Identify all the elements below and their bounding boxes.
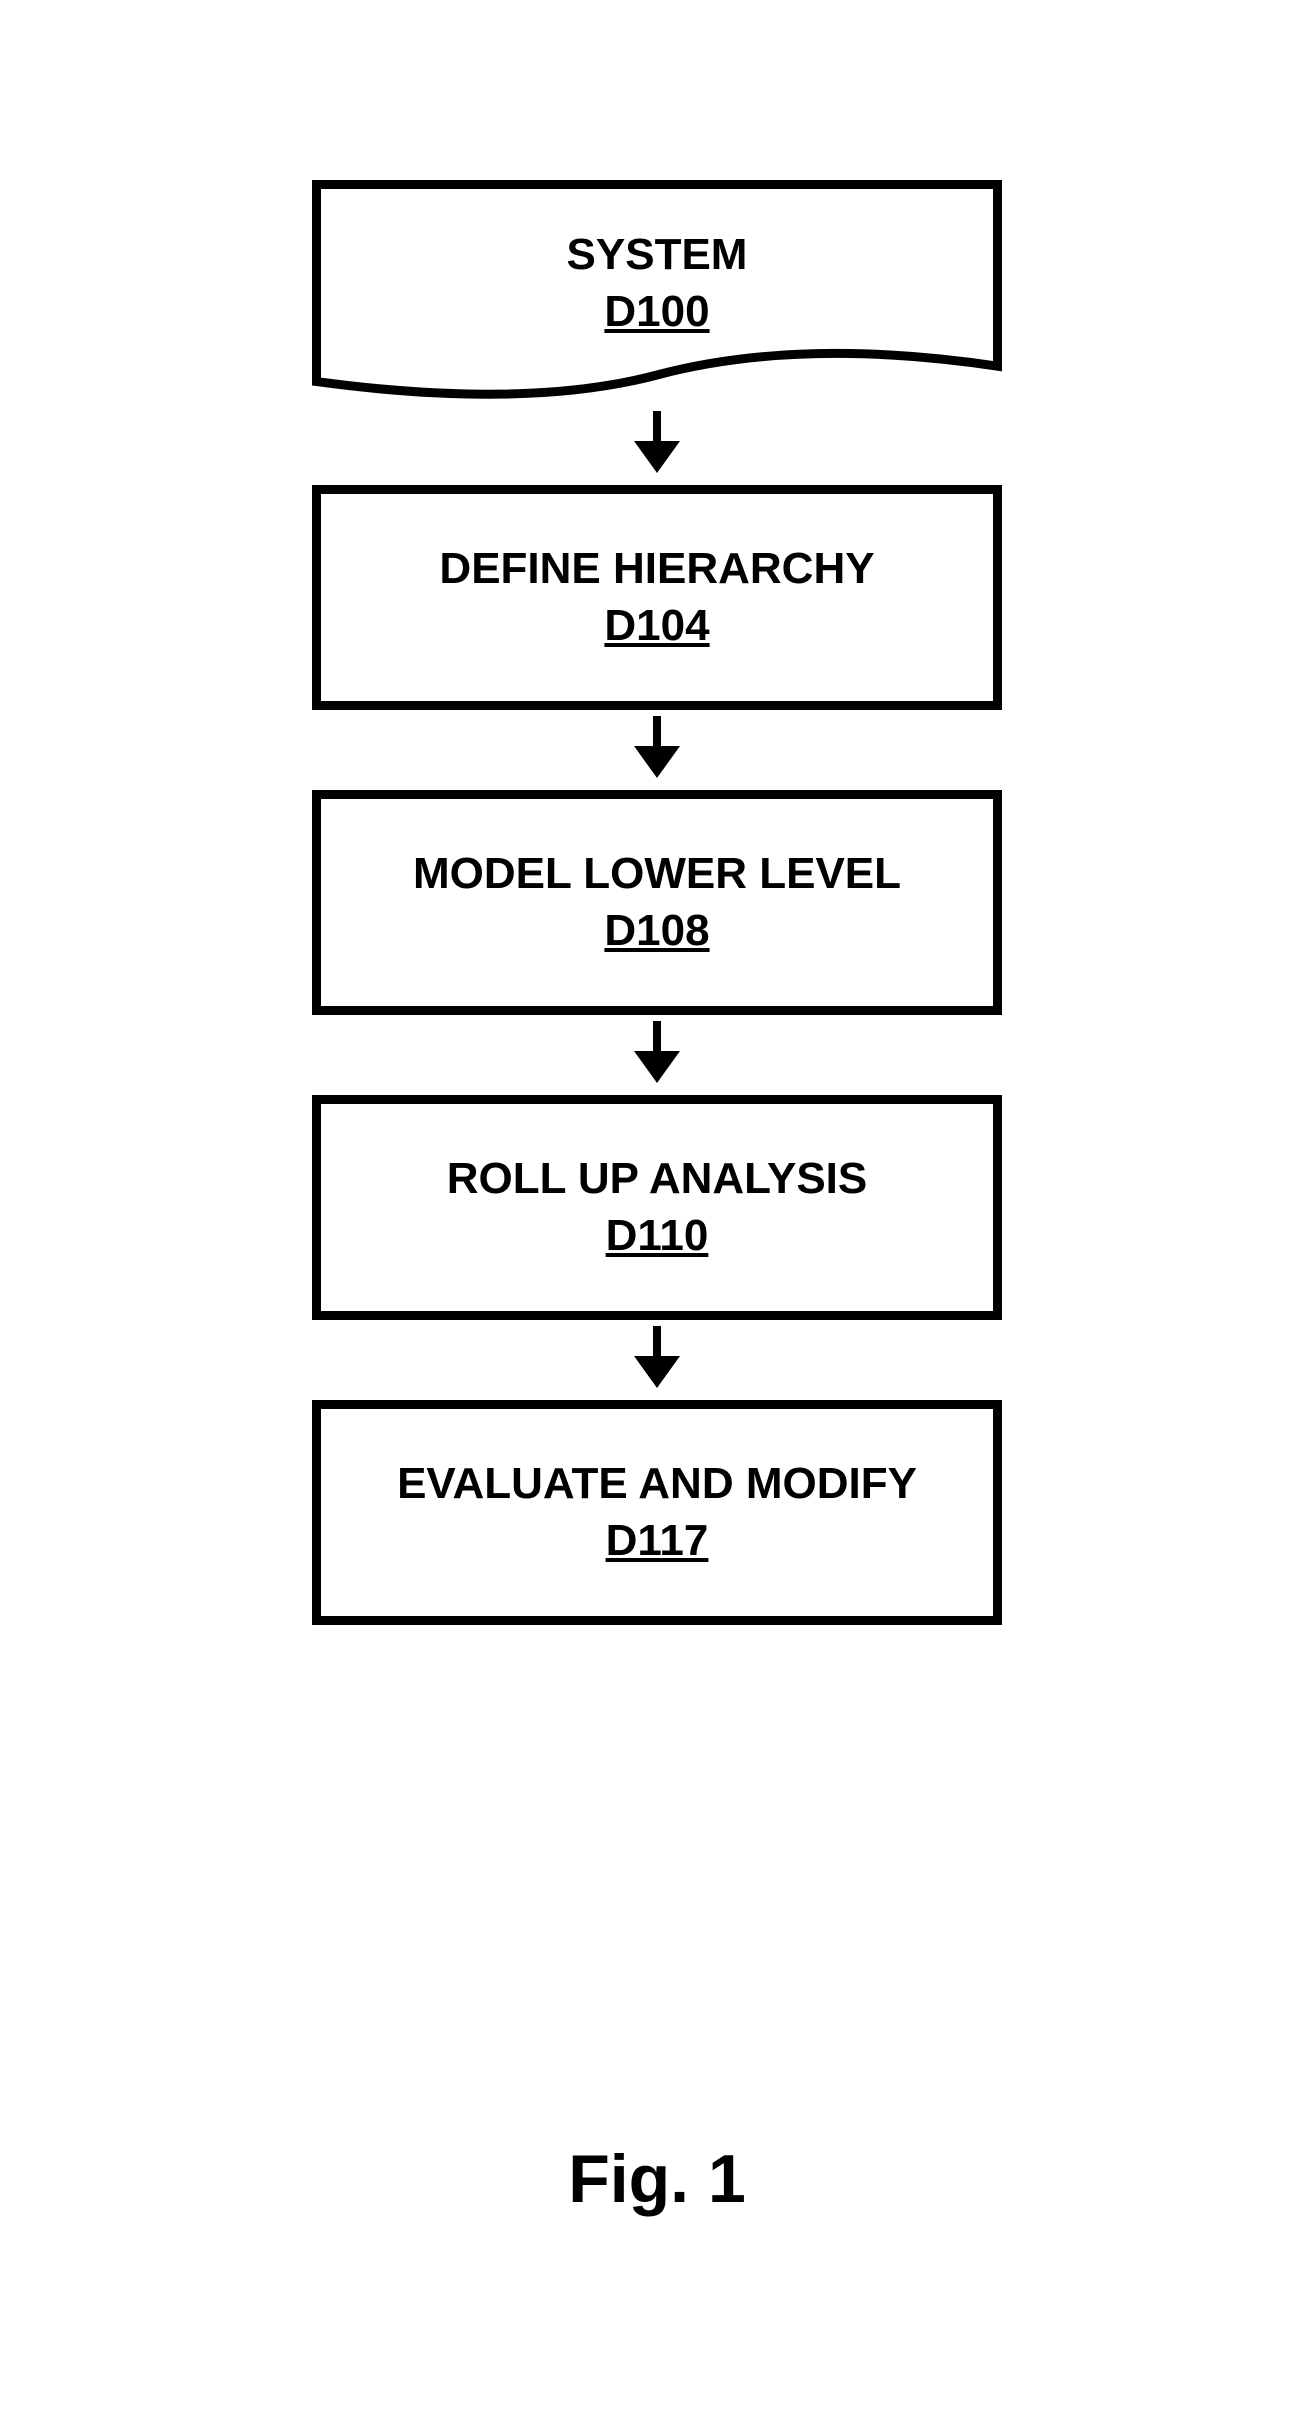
node-label: SYSTEM: [567, 230, 748, 281]
node-label: MODEL LOWER LEVEL: [413, 849, 901, 900]
flow-node-document: SYSTEM D100: [312, 180, 1002, 405]
flow-arrow: [634, 716, 680, 778]
flow-arrow: [634, 1021, 680, 1083]
node-code: D117: [606, 1516, 709, 1566]
node-label: ROLL UP ANALYSIS: [447, 1154, 868, 1205]
flow-node: MODEL LOWER LEVEL D108: [312, 790, 1002, 1015]
flowchart: SYSTEM D100 DEFINE HIERARCHY D104 MODEL LOWE…: [312, 180, 1002, 1625]
flow-arrow: [634, 1326, 680, 1388]
flow-node: ROLL UP ANALYSIS D110: [312, 1095, 1002, 1320]
node-code: D110: [606, 1211, 709, 1261]
node-label: EVALUATE AND MODIFY: [397, 1459, 917, 1510]
figure-page: SYSTEM D100 DEFINE HIERARCHY D104 MODEL LOWE…: [0, 0, 1314, 2423]
node-code: D104: [604, 601, 709, 651]
flow-node: EVALUATE AND MODIFY D117: [312, 1400, 1002, 1625]
figure-caption: Fig. 1: [568, 2140, 746, 2218]
flow-arrow: [634, 411, 680, 473]
node-code: D108: [604, 906, 709, 956]
node-code: D100: [604, 287, 709, 337]
flow-node: DEFINE HIERARCHY D104: [312, 485, 1002, 710]
node-label: DEFINE HIERARCHY: [439, 544, 874, 595]
